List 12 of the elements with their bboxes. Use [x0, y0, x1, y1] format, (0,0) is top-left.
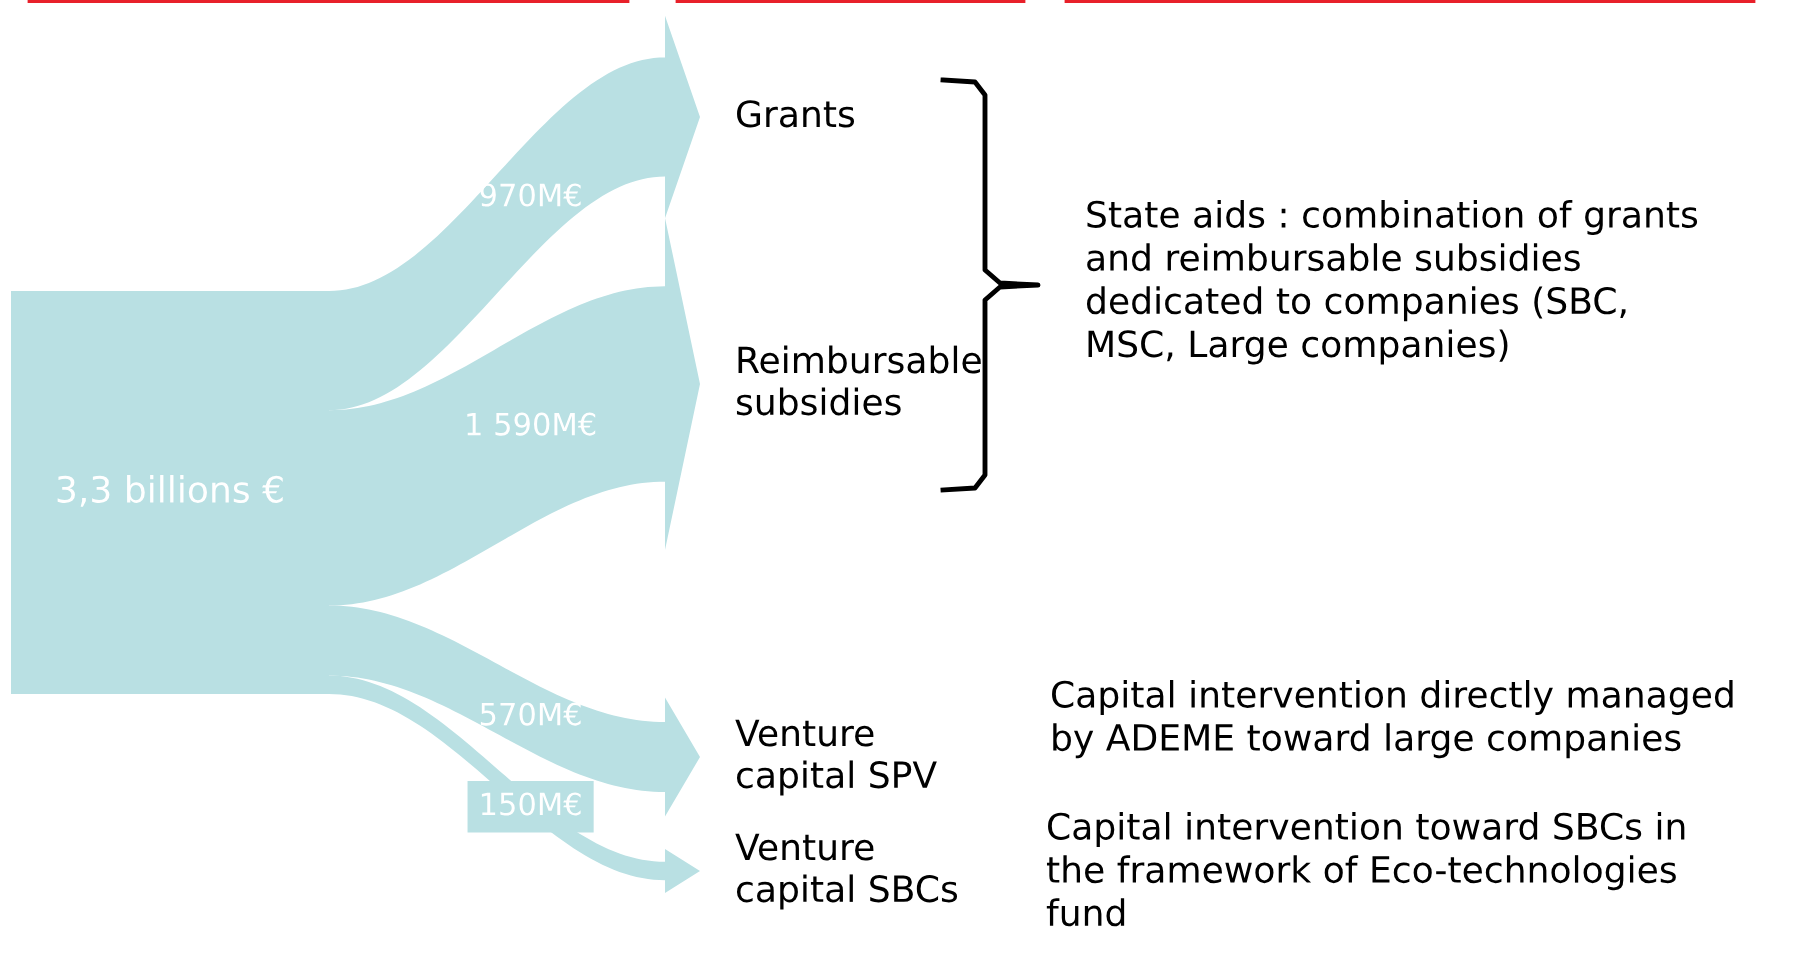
- data-label: 970M€: [480, 183, 581, 207]
- text: Capital intervention toward SBCs in the framework of Eco-technologies fund: [1046, 812, 1685, 927]
- text: Capital intervention directly managed by ADEME toward large companies: [1052, 680, 1733, 759]
- text: State aids : combination of grants and reimbursable subsidies dedicated to companies (SBC, MSC, Large companies): [1086, 200, 1698, 365]
- data-label: 1 590M€: [467, 412, 596, 436]
- category-label: Reimbursable subsidies: [736, 345, 981, 416]
- category-label: Grants: [737, 100, 855, 128]
- data-label: 150M€: [481, 792, 581, 816]
- text: 3,3 billions €: [57, 475, 283, 507]
- data-label: 570M€: [480, 702, 581, 726]
- category-label: Venture capital SPV: [735, 719, 937, 796]
- category-label: Venture capital SBCs: [735, 833, 958, 910]
